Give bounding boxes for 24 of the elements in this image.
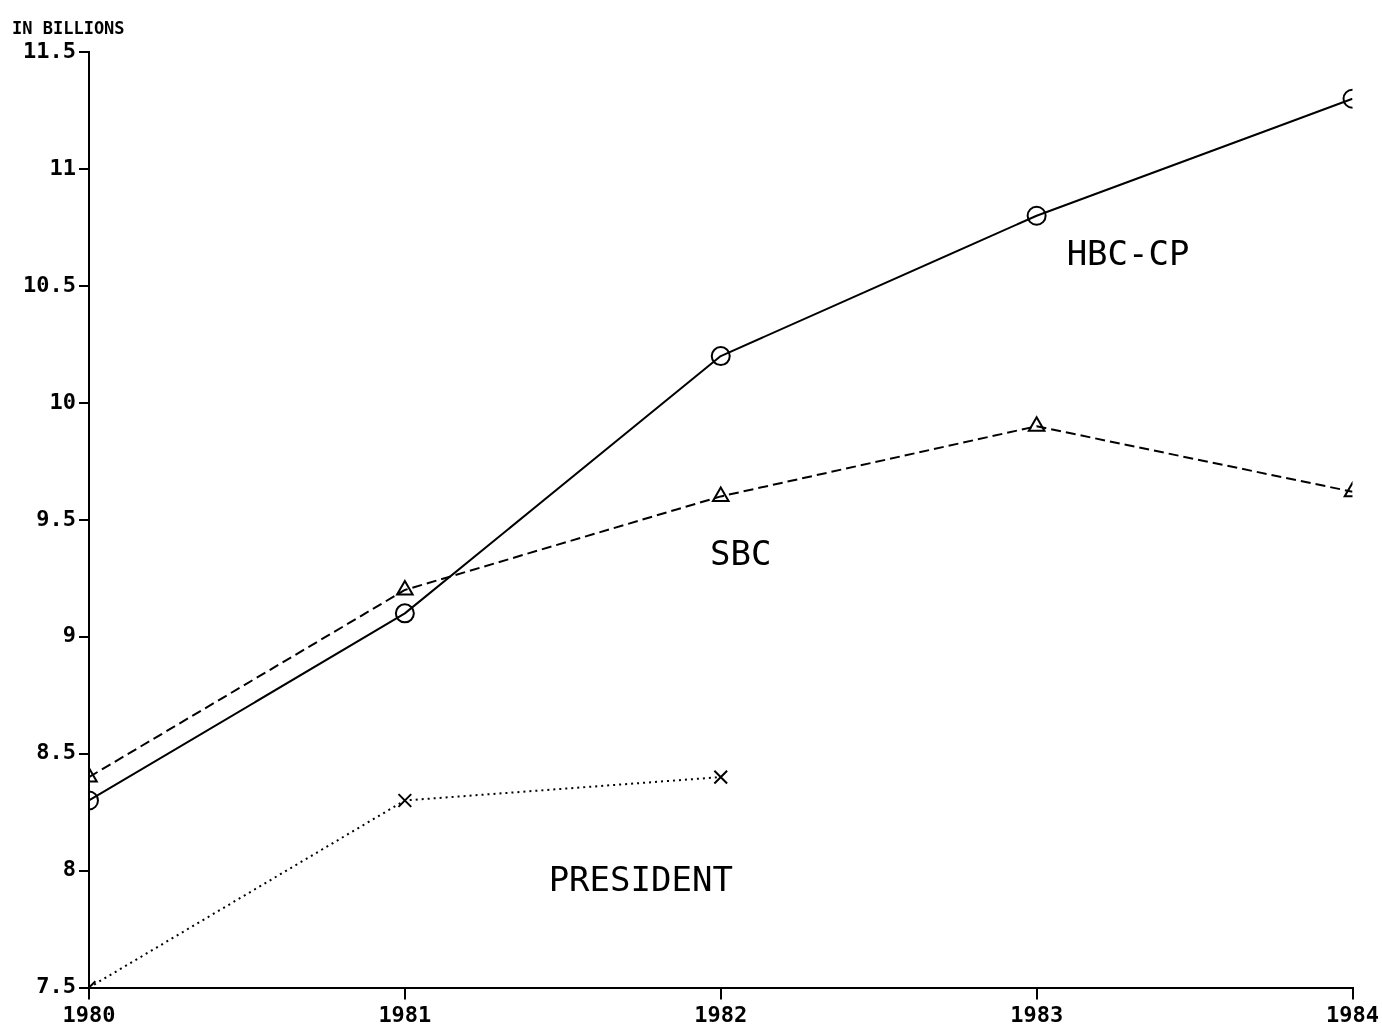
y-tick-label: 8 bbox=[62, 856, 76, 882]
point bbox=[710, 346, 731, 367]
x-tick-label: 1983 bbox=[1010, 1001, 1064, 1027]
point bbox=[397, 793, 413, 808]
point bbox=[713, 769, 729, 785]
y-tick-label: 11 bbox=[49, 154, 76, 180]
x-tick-label: 1984 bbox=[1326, 1001, 1379, 1027]
x-tick-label: 1982 bbox=[694, 1001, 748, 1027]
y-tick-label: 11.5 bbox=[23, 37, 76, 63]
series-label: SBC bbox=[710, 533, 772, 574]
x-tick-label: 1981 bbox=[378, 1001, 432, 1027]
y-tick-label: 10.5 bbox=[23, 271, 76, 297]
y-axis-title: IN BILLIONS bbox=[12, 18, 125, 39]
y-tick-label: 10 bbox=[49, 388, 76, 414]
y-tick-label: 8.5 bbox=[36, 739, 76, 765]
point bbox=[711, 486, 730, 502]
series-label: HBC-CP bbox=[1066, 232, 1190, 273]
point bbox=[394, 603, 415, 624]
y-tick-label: 9 bbox=[62, 622, 76, 648]
x-tick-label: 1980 bbox=[62, 1001, 116, 1027]
y-tick-label: 9.5 bbox=[36, 505, 76, 531]
text: PRESIDENT bbox=[548, 858, 733, 899]
point bbox=[396, 579, 414, 596]
y-tick-label: 7.5 bbox=[36, 973, 76, 999]
